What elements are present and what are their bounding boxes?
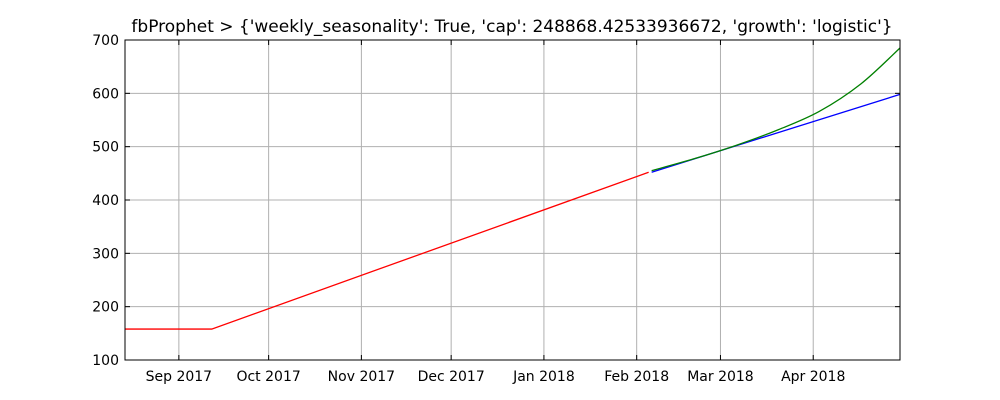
y-tick-label: 200 xyxy=(92,300,119,316)
y-tick-label: 300 xyxy=(92,246,119,262)
y-tick-label: 600 xyxy=(92,86,119,102)
grid xyxy=(125,40,900,360)
series-group xyxy=(125,47,901,330)
x-tick-label: Mar 2018 xyxy=(687,369,754,385)
x-tick-label: Nov 2017 xyxy=(328,369,395,385)
chart-title: fbProphet > {'weekly_seasonality': True,… xyxy=(131,17,892,37)
series-line-2 xyxy=(651,47,901,172)
plot-frame xyxy=(124,39,901,361)
x-tick-label: Dec 2017 xyxy=(418,369,485,385)
axes: Sep 2017 Oct 2017 Nov 2017 Dec 2017 Jan 2018… xyxy=(92,33,901,385)
x-tick-label: Feb 2018 xyxy=(604,369,669,385)
x-tick-label: Oct 2017 xyxy=(236,369,300,385)
x-tick-label: Sep 2017 xyxy=(146,369,212,385)
y-tick-label: 500 xyxy=(92,140,119,156)
x-tick-label: Apr 2018 xyxy=(781,369,845,385)
y-tick-label: 400 xyxy=(92,193,119,209)
x-tick-label: Jan 2018 xyxy=(512,369,575,385)
y-tick-label: 100 xyxy=(92,353,119,369)
y-tick-label: 700 xyxy=(92,33,119,49)
series-line-0 xyxy=(125,171,649,330)
